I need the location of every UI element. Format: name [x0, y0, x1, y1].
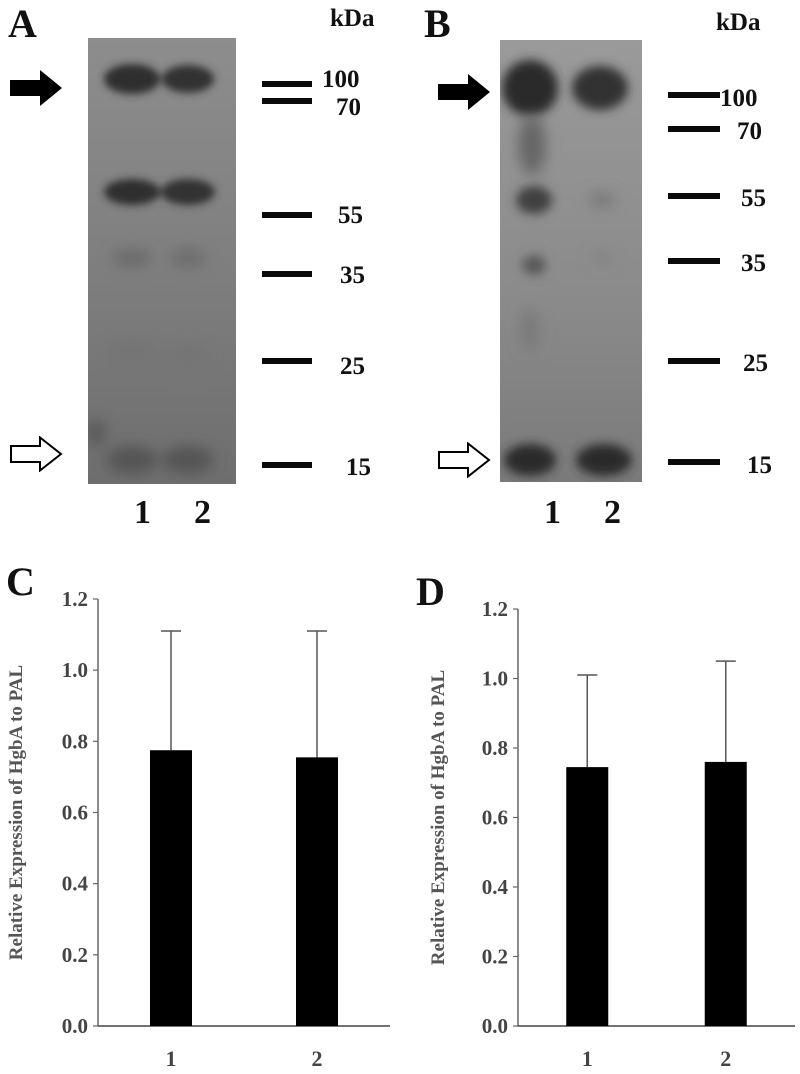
- chart-d-y-tick-label: 0.4: [482, 875, 509, 899]
- panel-a-marker-line-25: [262, 358, 312, 364]
- chart-d-y-tick-label: 0.0: [482, 1014, 508, 1038]
- chart-c-bar: [296, 757, 338, 1026]
- panel-a-open-arrow-icon: [10, 436, 63, 472]
- panel-b-marker-line-70: [668, 126, 720, 132]
- panel-b-blot-image: [500, 40, 642, 482]
- panel-b-marker-line-100: [668, 92, 720, 98]
- panel-a-marker-line-35: [262, 271, 312, 277]
- panel-a-marker-label-35: 35: [340, 262, 365, 289]
- chart-c-y-tick-label: 0.0: [62, 1014, 88, 1038]
- panel-a-marker-label-100: 100: [322, 66, 360, 93]
- chart-d-x-tick-label: 1: [582, 1046, 593, 1071]
- panel-a-filled-arrow-icon: [10, 70, 62, 106]
- panel-b-marker-line-35: [668, 258, 720, 264]
- panel-a-marker-label-15: 15: [346, 454, 371, 481]
- panel-d-letter: D: [416, 569, 445, 614]
- chart-d-bar: [704, 761, 747, 1026]
- chart-d-y-axis-title: Relative Expression of HgbA to PAL: [428, 670, 449, 965]
- panel-a-lane-label-1: 1: [134, 494, 151, 531]
- panel-b-marker-label-70: 70: [737, 118, 762, 145]
- panel-a-blot-image: [88, 38, 236, 484]
- panel-b-marker-line-15: [668, 459, 720, 465]
- chart-c-y-tick-label: 0.2: [62, 943, 88, 967]
- panel-b-marker-line-25: [668, 358, 720, 364]
- panel-a-letter: A: [8, 1, 37, 46]
- chart-c-y-tick-label: 0.6: [62, 801, 88, 825]
- chart-c-x-tick-label: 2: [312, 1046, 323, 1071]
- chart-d-y-tick-label: 1.0: [482, 667, 508, 691]
- chart-c-bar: [150, 750, 192, 1026]
- panel-b-letter: B: [424, 1, 451, 46]
- panel-a-marker-label-70: 70: [336, 94, 361, 121]
- chart-d-bar: [566, 767, 609, 1026]
- panel-b-marker-label-55: 55: [741, 185, 766, 212]
- chart-d-x-tick-label: 2: [720, 1046, 731, 1071]
- panel-b-lane-label-1: 1: [544, 494, 561, 531]
- chart-c-y-tick-label: 1.0: [62, 658, 88, 682]
- panel-a-marker-label-55: 55: [338, 202, 363, 229]
- panel-a-marker-line-55: [262, 212, 312, 218]
- panel-a-kda-label: kDa: [330, 5, 375, 32]
- panel-b-filled-arrow-icon: [438, 74, 490, 110]
- panel-a-marker-line-100: [262, 81, 312, 87]
- panel-b-marker-label-25: 25: [743, 350, 768, 377]
- panel-b-marker-label-100: 100: [720, 85, 758, 112]
- panel-b-open-arrow-icon: [438, 442, 491, 478]
- chart-c-y-axis-title: Relative Expression of HgbA to PAL: [6, 665, 27, 960]
- panel-b-marker-line-55: [668, 193, 720, 199]
- chart-d-y-tick-label: 1.2: [482, 597, 508, 621]
- chart-c-y-tick-label: 0.4: [62, 872, 89, 896]
- panel-b-marker-label-15: 15: [747, 452, 772, 479]
- panel-d-bar-chart: 0.0 0.2 0.4 0.6 0.8 1.0 1.2 1 2 Relative Expressi…: [428, 597, 795, 1071]
- chart-c-y-tick-label: 0.8: [62, 729, 88, 753]
- panel-b-marker-label-35: 35: [741, 250, 766, 277]
- chart-d-y-tick-label: 0.8: [482, 736, 508, 760]
- panel-a-marker-line-15: [262, 462, 312, 468]
- chart-c-y-tick-label: 1.2: [62, 587, 88, 611]
- panel-a-marker-line-70: [262, 98, 312, 104]
- chart-c-x-tick-label: 1: [166, 1046, 177, 1071]
- panel-a-marker-label-25: 25: [340, 353, 365, 380]
- panel-c-letter: C: [6, 559, 35, 604]
- chart-d-y-tick-label: 0.6: [482, 806, 508, 830]
- panel-b-kda-label: kDa: [716, 9, 761, 36]
- panel-a-lane-label-2: 2: [194, 494, 211, 531]
- chart-d-y-tick-label: 0.2: [482, 945, 508, 969]
- panel-c-bar-chart: 0.0 0.2 0.4 0.6 0.8 1.0 1.2 1 2 Relative Expressi…: [6, 587, 390, 1071]
- panel-b-lane-label-2: 2: [604, 494, 621, 531]
